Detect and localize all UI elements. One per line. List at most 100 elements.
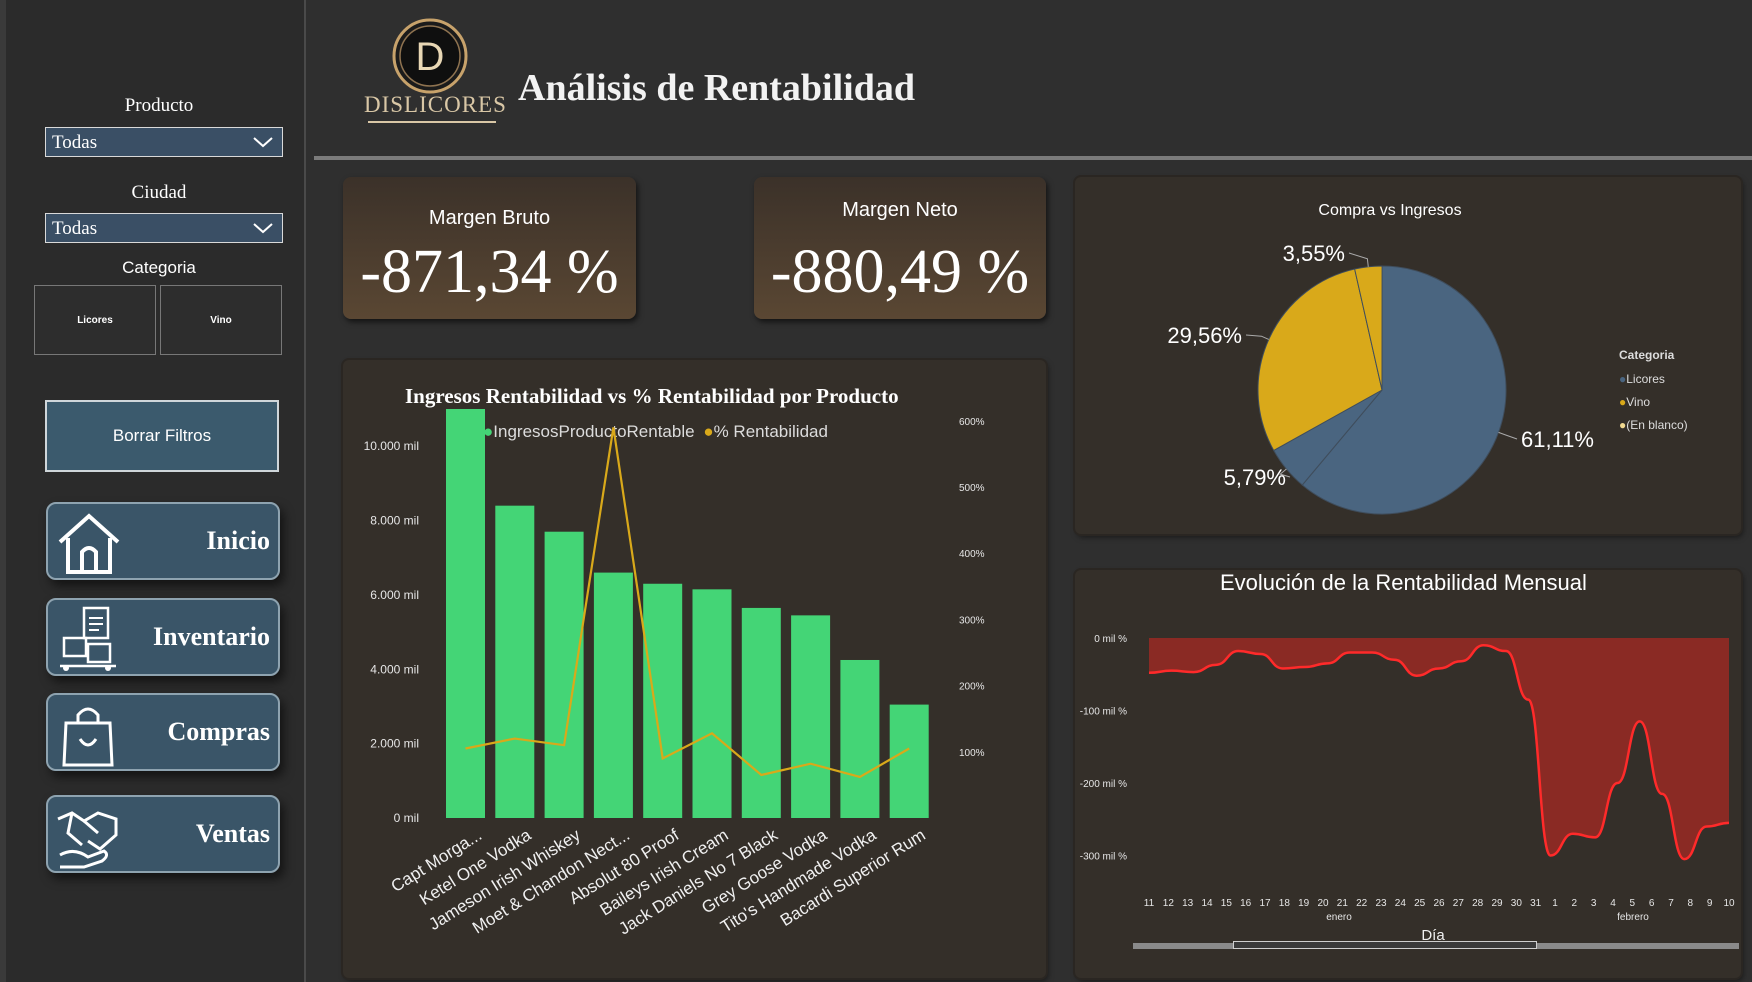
- y-left-tick-label: 10.000 mil: [364, 439, 419, 453]
- area-chart-title: Evolución de la Rentabilidad Mensual: [1220, 570, 1587, 595]
- pie-leader-line: [1245, 334, 1269, 340]
- bar-chart-svg: 0 mil 2.000 mil 4.000 mil 6.000 mil 8.000 mi…: [364, 409, 985, 939]
- x-tick-label: 2: [1572, 898, 1578, 909]
- categoria-option-vino[interactable]: Vino: [160, 285, 282, 355]
- bar: [544, 531, 584, 818]
- bar: [643, 583, 683, 818]
- bar: [889, 704, 929, 818]
- inventory-icon: [60, 606, 116, 671]
- nav-inventario-button[interactable]: Inventario: [46, 598, 280, 676]
- x-tick-label: 17: [1259, 898, 1271, 909]
- x-tick-label: 27: [1453, 898, 1465, 909]
- sidebar: Producto Todas Ciudad Todas Categoria Li…: [0, 0, 306, 982]
- chevron-down-icon: [253, 137, 273, 148]
- pie-legend-dot: ●: [1619, 372, 1627, 386]
- x-tick-label: 4: [1610, 898, 1616, 909]
- nav-inicio-button[interactable]: Inicio: [46, 502, 280, 580]
- logo-underline: [368, 121, 496, 123]
- legend-ingresos: IngresosProductoRentable: [493, 422, 695, 441]
- legend-dot-gold: ●: [703, 422, 714, 441]
- bar: [446, 409, 485, 818]
- bar: [840, 659, 880, 818]
- area-fill: [1149, 638, 1729, 860]
- bar: [692, 589, 732, 818]
- kpi-margen-neto: Margen Neto -880,49 %: [754, 177, 1046, 319]
- x-tick-label: 12: [1163, 898, 1175, 909]
- clear-filters-button[interactable]: Borrar Filtros: [45, 400, 279, 472]
- pie-legend-item: ●Vino: [1619, 391, 1688, 414]
- x-tick-label: 16: [1240, 898, 1252, 909]
- y-right-tick-label: 100%: [959, 748, 985, 759]
- x-tick-label: 8: [1688, 898, 1694, 909]
- pie-slice-label: 29,56%: [1167, 323, 1242, 348]
- x-tick-label: 24: [1395, 898, 1407, 909]
- x-axis-label: Día: [1421, 927, 1445, 944]
- x-tick-label: 13: [1182, 898, 1194, 909]
- x-tick-label: 28: [1472, 898, 1484, 909]
- area-chart-panel: Evolución de la Rentabilidad Mensual 0 m…: [1075, 570, 1741, 978]
- nav-ventas-button[interactable]: Ventas: [46, 795, 280, 873]
- producto-label: Producto: [124, 95, 194, 116]
- kpi-margen-bruto-label: Margen Bruto: [428, 207, 551, 229]
- x-tick-label: 1: [1552, 898, 1558, 909]
- handshake-icon: [57, 811, 118, 869]
- y-left-tick-label: 0 mil: [394, 811, 419, 825]
- kpi-margen-neto-label: Margen Neto: [842, 199, 958, 221]
- bar: [593, 572, 633, 818]
- ciudad-select[interactable]: Todas: [45, 213, 283, 243]
- pie-legend-title: Categoria: [1619, 348, 1675, 362]
- categoria-label: Categoria: [122, 258, 196, 277]
- pie-slice-label: 61,11%: [1521, 427, 1594, 452]
- x-tick-label: 25: [1414, 898, 1426, 909]
- y-right-tick-label: 400%: [959, 549, 985, 560]
- y-left-tick-label: 4.000 mil: [370, 662, 419, 676]
- y-tick-label: -100 mil %: [1080, 707, 1127, 718]
- area-scrollbar-thumb[interactable]: [1233, 941, 1537, 949]
- x-tick-label: 6: [1649, 898, 1655, 909]
- pie-legend-vino: Vino: [1626, 395, 1651, 409]
- kpi-margen-neto-value: -880,49 %: [770, 238, 1030, 306]
- categoria-option-licores[interactable]: Licores: [34, 285, 156, 355]
- x-tick-label: 26: [1433, 898, 1445, 909]
- x-tick-label: 21: [1337, 898, 1349, 909]
- x-tick-label: 14: [1201, 898, 1213, 909]
- x-tick-label: 9: [1707, 898, 1713, 909]
- pie-chart-panel: Compra vs Ingresos 61,11% 5,79% 29,56% 3,55…: [1075, 177, 1741, 534]
- producto-select-value: Todas: [52, 132, 98, 153]
- header-divider: [314, 156, 1752, 160]
- legend-rentabilidad: % Rentabilidad: [713, 422, 828, 441]
- y-right-tick-label: 600%: [959, 417, 985, 428]
- bar: [791, 615, 831, 818]
- pie-legend-licores: Licores: [1626, 372, 1665, 386]
- y-tick-label: -300 mil %: [1080, 852, 1127, 863]
- bar: [741, 607, 781, 818]
- producto-select[interactable]: Todas: [45, 127, 283, 157]
- y-right-tick-label: 200%: [959, 682, 985, 693]
- x-tick-label: 15: [1221, 898, 1233, 909]
- pie-slice-label: 5,79%: [1224, 465, 1286, 490]
- pie-legend-blank: (En blanco): [1626, 418, 1688, 432]
- shopping-bag-icon: [62, 707, 114, 767]
- pie-leader-line: [1279, 468, 1291, 478]
- logo-emblem: D: [392, 18, 468, 94]
- pie-chart-title: Compra vs Ingresos: [1318, 202, 1462, 219]
- pie-slice-label: 3,55%: [1283, 241, 1345, 266]
- pie-slice: [1257, 268, 1383, 452]
- ciudad-label: Ciudad: [131, 182, 187, 203]
- legend-dot-green: ●: [483, 422, 494, 441]
- home-icon: [58, 513, 120, 574]
- area-scrollbar[interactable]: [1133, 941, 1739, 949]
- pie-legend-item: ●(En blanco): [1619, 414, 1688, 437]
- x-tick-label: 7: [1668, 898, 1674, 909]
- y-left-tick-label: 6.000 mil: [370, 588, 419, 602]
- x-tick-label: 20: [1317, 898, 1329, 909]
- x-tick-label: 10: [1723, 898, 1735, 909]
- pie-legend-item: ●Licores: [1619, 368, 1688, 391]
- pie-chart-svg: 61,11% 5,79% 29,56% 3,55%: [1167, 241, 1594, 515]
- kpi-margen-bruto: Margen Bruto -871,34 %: [343, 177, 636, 319]
- logo-text: DISLICORES: [364, 92, 507, 117]
- month-label: enero: [1326, 912, 1352, 923]
- y-right-tick-label: 300%: [959, 615, 985, 626]
- y-tick-label: 0 mil %: [1094, 634, 1127, 645]
- nav-compras-button[interactable]: Compras: [46, 693, 280, 771]
